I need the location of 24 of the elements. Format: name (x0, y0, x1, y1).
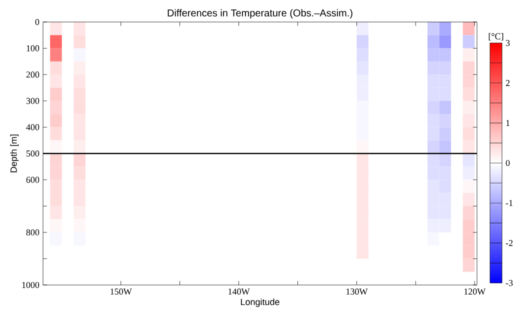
color-bar-title: [°C] (488, 33, 504, 40)
color-bar-label: -1 (506, 200, 512, 206)
color-bar-label: -3 (506, 280, 513, 286)
y-axis-title: Depth [m] (10, 134, 19, 172)
x-axis-title: Longitude (240, 298, 280, 307)
x-tick-label: 150W (110, 288, 132, 295)
color-bar-label: 1 (506, 120, 510, 126)
y-tick-label: 300 (26, 98, 40, 104)
y-tick-label: 100 (26, 45, 40, 52)
x-tick-label: 120W (464, 288, 486, 295)
color-bar-label: 3 (506, 40, 510, 46)
chart-title: Differences in Temperature (Obs.–Assim.) (168, 9, 352, 18)
y-tick-label: 1000 (22, 282, 40, 288)
color-bar-label: -2 (506, 240, 513, 246)
x-tick-label: 140W (228, 288, 250, 295)
y-tick-label: 200 (26, 72, 40, 78)
y-tick-label: 500 (26, 150, 40, 157)
y-tick-label: 400 (26, 124, 40, 130)
y-tick-label: 600 (26, 176, 40, 183)
y-tick-label: 800 (26, 229, 40, 236)
x-tick-label: 130W (346, 288, 368, 295)
y-tick-label: 0 (35, 18, 40, 26)
color-bar-label: 0 (506, 160, 510, 166)
color-bar-label: 2 (506, 80, 510, 86)
